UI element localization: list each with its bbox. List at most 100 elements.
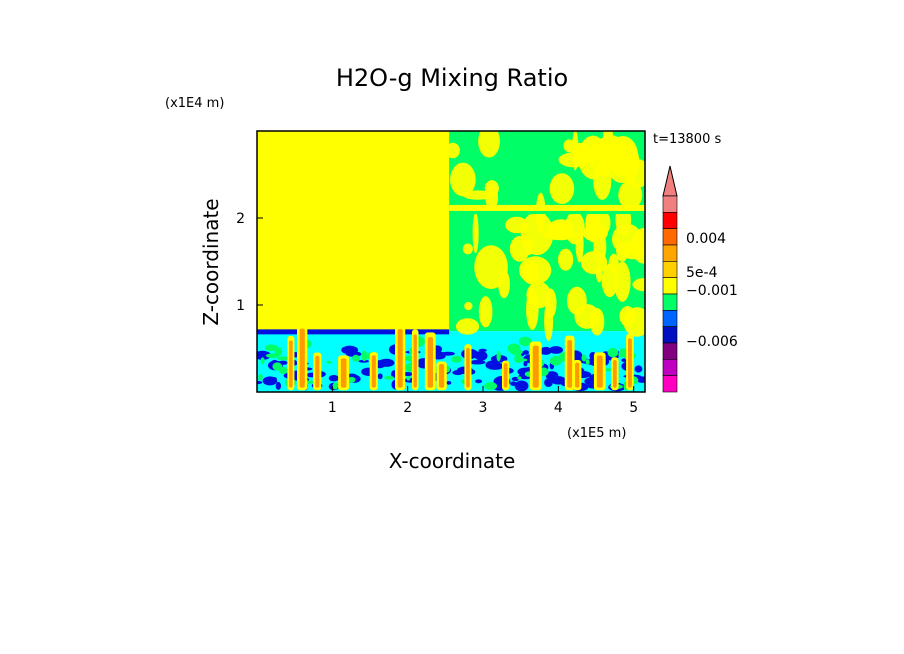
green-patch — [361, 350, 368, 362]
yellow-streak — [474, 245, 508, 289]
x-tick-label: 3 — [479, 400, 488, 416]
plume-core — [397, 329, 403, 388]
moist-blob — [475, 379, 483, 384]
upper-band-green — [449, 211, 645, 215]
yellow-streak — [558, 248, 574, 271]
moist-blob — [452, 370, 464, 376]
moist-blob — [523, 361, 528, 367]
yellow-streak — [580, 251, 608, 275]
moist-blob — [377, 373, 383, 380]
yellow-streak — [575, 226, 584, 263]
plume-core — [371, 355, 376, 388]
moist-blob — [257, 350, 271, 360]
yellow-streak — [478, 131, 500, 158]
colorbar-arrow — [662, 165, 678, 197]
plume-core — [427, 337, 433, 388]
plume-core — [289, 340, 293, 388]
time-label: t=13800 s — [653, 132, 721, 147]
green-patch — [581, 354, 587, 362]
x-tick-label: 5 — [629, 400, 638, 416]
green-patch — [305, 380, 314, 384]
green-patch — [507, 343, 521, 354]
green-patch — [278, 366, 288, 375]
colorbar-swatch — [662, 195, 678, 213]
moist-blob — [270, 376, 277, 381]
plume-core — [466, 347, 470, 388]
yellow-streak — [544, 288, 557, 319]
x-tick-label: 2 — [403, 400, 412, 416]
yellow-streak — [631, 227, 645, 264]
plume-core — [503, 363, 508, 388]
plume-core — [613, 360, 617, 388]
moist-blob — [341, 345, 359, 355]
plume-core — [315, 355, 320, 388]
yellow-streak — [520, 211, 554, 256]
yellow-streak — [625, 159, 645, 188]
green-patch — [347, 376, 356, 383]
y-tick-label: 2 — [236, 211, 245, 227]
yellow-streak — [472, 212, 479, 254]
colorbar-label: −0.006 — [686, 334, 738, 350]
yellow-streak — [450, 162, 476, 197]
plume-core — [575, 362, 580, 388]
moist-blob — [328, 374, 339, 382]
green-patch — [604, 368, 613, 372]
green-patch — [352, 354, 360, 362]
green-patch — [406, 375, 411, 381]
green-patch — [326, 360, 332, 364]
colorbar-swatch — [662, 228, 678, 246]
plume-core — [532, 345, 539, 388]
green-patch — [496, 351, 501, 362]
yellow-streak — [549, 173, 575, 204]
y-axis-label: Z-coordinate — [199, 198, 223, 325]
green-patch — [332, 382, 339, 390]
colorbar-swatch — [662, 277, 678, 295]
yellow-streak — [529, 262, 536, 271]
y-axis-ticks: 12 — [236, 211, 263, 314]
plume-core — [438, 363, 445, 388]
yellow-streak — [589, 308, 605, 336]
moist-blob — [403, 372, 413, 377]
moist-blob — [549, 346, 563, 354]
yellow-streak — [462, 243, 473, 255]
colorbar-label: −0.001 — [686, 283, 738, 299]
green-patch — [517, 376, 522, 380]
moist-blob — [510, 381, 517, 386]
green-patch — [265, 344, 278, 351]
colorbar: 0.004 5e-4 −0.001 −0.006 — [662, 165, 738, 393]
chart-title: H2O-g Mixing Ratio — [336, 64, 568, 92]
colorbar-swatch — [662, 261, 678, 278]
green-patch — [260, 357, 265, 365]
yellow-streak — [608, 253, 619, 273]
plume-core — [340, 358, 347, 388]
green-patch — [258, 374, 263, 381]
green-patch — [585, 359, 590, 365]
colorbar-swatch — [662, 375, 678, 393]
colorbar-swatch — [662, 359, 678, 376]
green-patch — [514, 353, 523, 364]
green-patch — [451, 355, 462, 363]
colorbar-swatch — [662, 342, 678, 360]
plume-core — [567, 340, 573, 388]
yellow-streak — [618, 180, 643, 210]
moist-blob — [446, 381, 452, 385]
plume-core — [628, 338, 632, 388]
plume-core — [299, 328, 305, 388]
yellow-streak — [632, 278, 645, 292]
green-patch — [484, 382, 498, 391]
green-patch — [607, 347, 619, 358]
colorbar-label: 0.004 — [686, 231, 726, 247]
plume-core — [596, 355, 603, 388]
green-patch — [265, 353, 280, 358]
heatmap-field — [257, 131, 645, 392]
yellow-streak — [455, 318, 480, 335]
upper-band-yellow — [449, 204, 645, 211]
yellow-streak — [526, 288, 539, 330]
colorbar-swatch — [662, 244, 678, 262]
colorbar-swatch — [662, 310, 678, 327]
moist-blob — [635, 376, 645, 383]
x-axis-ticks: 1 2 3 4 5 — [328, 386, 638, 416]
plot-frame — [256, 130, 646, 393]
y-unit-label: (x1E4 m) — [165, 96, 224, 111]
